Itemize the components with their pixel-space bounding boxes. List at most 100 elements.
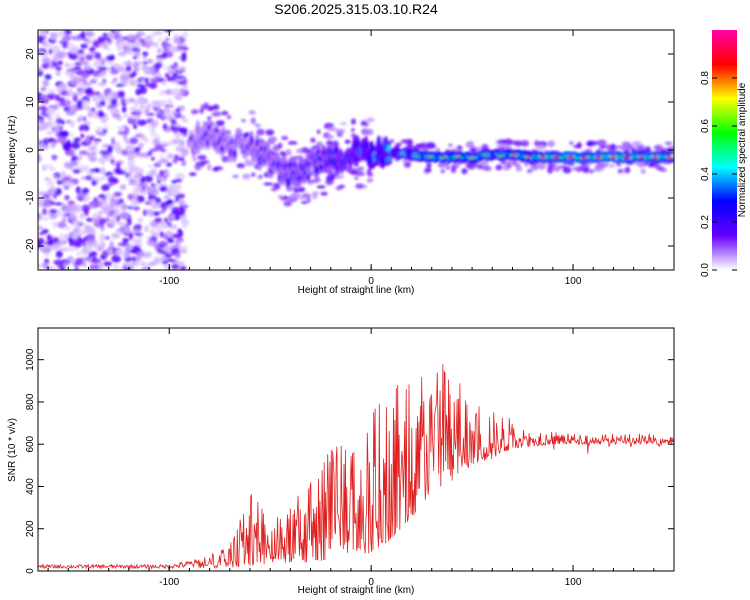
heatmap-cell xyxy=(212,104,220,111)
heatmap-cell xyxy=(47,88,56,94)
heatmap-cell xyxy=(301,192,310,199)
heatmap-cell xyxy=(64,205,74,213)
heatmap-cell xyxy=(134,233,144,237)
heatmap-cell xyxy=(438,164,446,169)
heatmap-cell xyxy=(116,162,121,168)
heatmap-cell xyxy=(500,161,508,165)
heatmap-cell xyxy=(314,166,319,175)
heatmap-cell xyxy=(85,54,94,61)
heatmap-cell xyxy=(121,149,130,156)
heatmap-cell xyxy=(99,72,107,76)
heatmap-cell xyxy=(80,43,88,49)
heatmap-cell xyxy=(126,34,135,42)
heatmap-cell xyxy=(127,159,135,166)
heatmap-cell xyxy=(479,160,489,167)
heatmap-cell xyxy=(338,184,345,189)
heatmap-cell xyxy=(64,71,75,76)
heatmap-cell xyxy=(552,165,561,172)
heatmap-cell xyxy=(182,84,188,89)
heatmap-cell xyxy=(608,163,616,168)
heatmap-cell xyxy=(113,30,124,33)
heatmap-cell xyxy=(162,233,167,239)
heatmap-cell xyxy=(312,191,319,197)
heatmap-cell xyxy=(47,94,54,100)
heatmap-cell xyxy=(166,199,174,206)
heatmap-cell xyxy=(54,187,62,196)
heatmap-cell xyxy=(124,244,134,250)
heatmap-cell xyxy=(647,162,654,168)
heatmap-cell xyxy=(81,187,90,195)
heatmap-cell xyxy=(129,137,139,145)
heatmap-cell xyxy=(609,143,616,151)
heatmap-cell xyxy=(166,162,173,167)
heatmap-cell xyxy=(61,170,66,177)
heatmap-cell xyxy=(110,80,116,85)
heatmap-cell xyxy=(69,119,75,128)
heatmap-cell xyxy=(74,266,79,270)
heatmap-cell xyxy=(297,186,306,193)
heatmap-cell xyxy=(38,263,42,269)
heatmap-cell xyxy=(251,172,256,177)
heatmap-cell xyxy=(172,158,179,164)
heatmap-cell xyxy=(82,262,87,268)
heatmap-cell xyxy=(159,109,164,115)
heatmap-cell xyxy=(127,193,133,201)
heatmap-cell xyxy=(71,155,78,161)
heatmap-cell xyxy=(617,169,623,174)
heatmap-cell xyxy=(117,90,125,98)
heatmap-cell xyxy=(69,78,79,85)
heatmap-cell xyxy=(159,158,168,164)
chart-title: S206.2025.315.03.10.R24 xyxy=(274,1,438,17)
heatmap-cell xyxy=(144,35,153,43)
heatmap-cell xyxy=(232,149,237,158)
heatmap-cell xyxy=(133,40,142,49)
heatmap-cell xyxy=(116,221,123,225)
heatmap-cell xyxy=(63,161,74,169)
heatmap-cell xyxy=(190,109,200,115)
heatmap-cell xyxy=(164,112,171,117)
heatmap-cell xyxy=(126,60,133,67)
heatmap-cell xyxy=(41,217,50,221)
heatmap-cell xyxy=(155,134,161,140)
heatmap-cell xyxy=(91,179,98,186)
heatmap-cell xyxy=(94,168,101,173)
heatmap-cell xyxy=(154,76,161,81)
heatmap-cell xyxy=(136,97,145,103)
heatmap-cell xyxy=(69,75,76,79)
heatmap-cell xyxy=(207,116,212,121)
heatmap-cell xyxy=(221,155,229,163)
heatmap-cell xyxy=(113,211,118,220)
heatmap-cell xyxy=(241,118,246,123)
spectrogram-ytick-label: 10 xyxy=(25,96,36,108)
heatmap-cell xyxy=(170,224,178,230)
heatmap-cell xyxy=(72,94,78,102)
heatmap-cell xyxy=(656,146,664,151)
heatmap-cell xyxy=(92,212,99,219)
heatmap-cell xyxy=(89,151,97,156)
heatmap-cell xyxy=(52,236,60,244)
heatmap-cell xyxy=(146,240,155,246)
heatmap-cell xyxy=(56,31,66,37)
spectrogram-ytick-label: -20 xyxy=(25,238,36,253)
heatmap-cell xyxy=(175,66,183,71)
heatmap-cell xyxy=(88,155,97,163)
heatmap-cell xyxy=(65,110,76,116)
heatmap-cell xyxy=(72,219,81,227)
heatmap-cell xyxy=(324,134,335,140)
heatmap-cell xyxy=(80,165,90,172)
heatmap-cell xyxy=(130,256,138,262)
heatmap-cell xyxy=(212,167,220,172)
heatmap-cell xyxy=(62,141,72,149)
heatmap-cell xyxy=(287,140,298,145)
heatmap-cell xyxy=(157,37,163,43)
heatmap-cell xyxy=(635,145,641,150)
heatmap-cell xyxy=(86,171,95,176)
heatmap-cell xyxy=(515,166,523,172)
heatmap-cell xyxy=(140,176,146,184)
heatmap-cell xyxy=(42,57,51,64)
heatmap-cell xyxy=(124,45,133,54)
heatmap-cell xyxy=(146,262,157,266)
heatmap-cell xyxy=(172,36,182,44)
heatmap-cell xyxy=(495,164,503,171)
heatmap-cell xyxy=(161,40,168,48)
